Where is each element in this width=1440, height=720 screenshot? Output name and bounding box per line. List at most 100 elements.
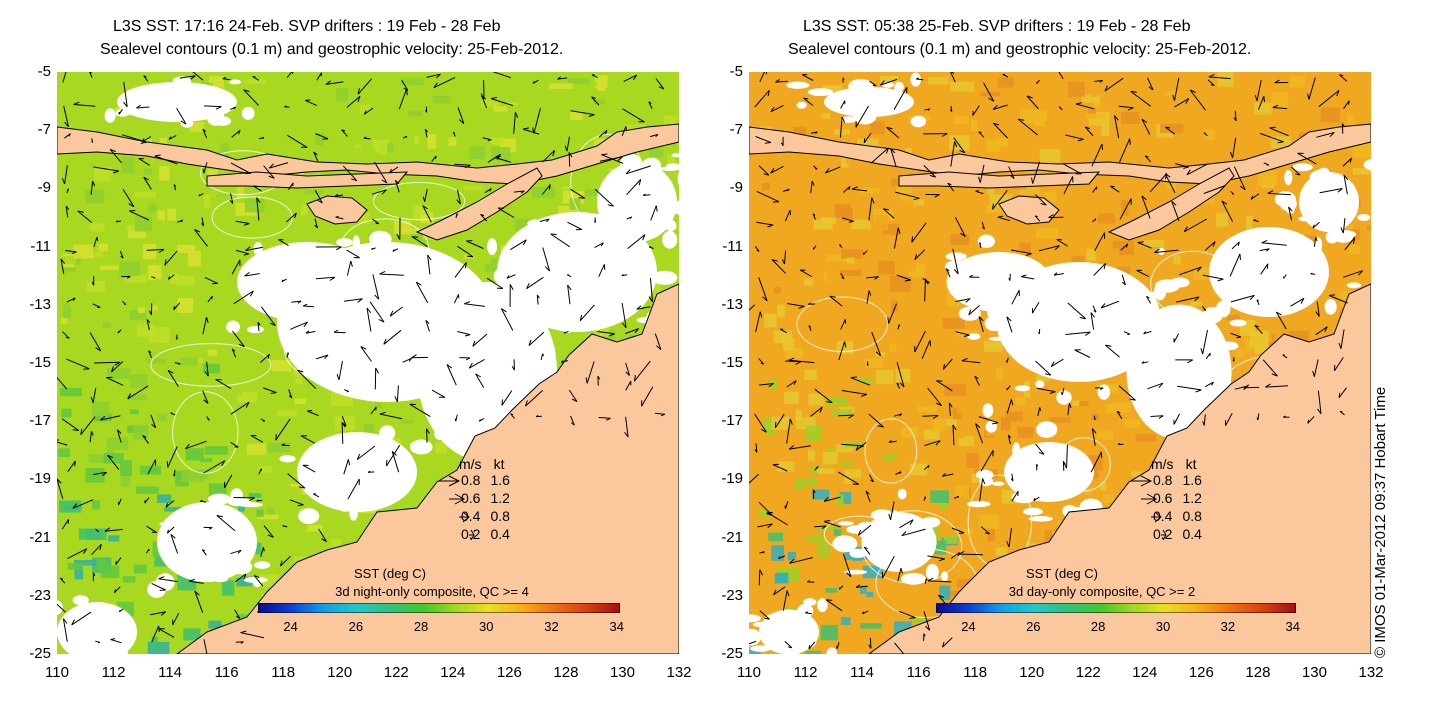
legend-ms-value: 0.6 [1153, 490, 1173, 506]
x-tick-label: 112 [101, 664, 126, 681]
legend-ms-value: 0.6 [461, 490, 481, 506]
legend-arrow-icon [459, 511, 470, 523]
x-tick-label: 126 [496, 664, 522, 681]
y-tick-label: -21 [721, 528, 743, 546]
colorbar-tick-label: 24 [283, 619, 298, 634]
legend-row: 0.8 1.6 [461, 472, 510, 488]
legend-header: m/s kt [1151, 456, 1196, 472]
legend-ms-value: 0.2 [461, 526, 481, 542]
colorbar-tick-label: 30 [1155, 619, 1171, 634]
panel-title-line1: L3S SST: 17:16 24-Feb. SVP drifters : 19… [113, 18, 501, 35]
x-tick-label: 118 [271, 664, 296, 681]
y-tick-label: -13 [721, 295, 743, 313]
legend-row: 0.6 1.2 [461, 490, 510, 506]
legend-kt-value: 0.8 [490, 508, 510, 524]
x-tick-label: 116 [214, 664, 239, 681]
legend-kt-value: 1.6 [490, 472, 510, 488]
legend-row: 0.6 1.2 [1153, 490, 1202, 506]
legend-unit-ms: m/s [459, 456, 482, 472]
colorbar-tick-label: 34 [609, 619, 624, 634]
colorbar-tick-label: 26 [1026, 619, 1041, 634]
legend-arrow-icon [469, 529, 475, 541]
x-tick-label: 132 [666, 664, 692, 681]
x-tick-label: 130 [1301, 664, 1327, 681]
y-tick-label: -23 [721, 586, 743, 604]
x-tick-label: 122 [1075, 664, 1101, 681]
x-tick-label: 124 [1132, 664, 1158, 681]
y-tick-label: -13 [29, 295, 51, 313]
legend-arrow-icon [1161, 529, 1167, 541]
legend-ms-value: 0.2 [1153, 526, 1173, 542]
y-tick-label: -11 [30, 237, 51, 255]
legend-kt-value: 1.2 [490, 490, 510, 506]
y-tick-label: -19 [29, 470, 51, 488]
y-tick-label: -7 [37, 121, 51, 139]
legend-arrow-icon [1151, 511, 1162, 523]
colorbar-title: SST (deg C) [353, 566, 426, 581]
panel-title-line2: Sealevel contours (0.1 m) and geostrophi… [788, 41, 1252, 58]
y-tick-label: -7 [729, 121, 743, 139]
x-tick-label: 120 [327, 664, 353, 681]
legend-row: 0.4 0.8 [461, 508, 510, 524]
colorbar-tick-label: 32 [1220, 619, 1236, 634]
legend-ms-value: 0.8 [461, 472, 481, 488]
legend-arrow-icon [1141, 493, 1158, 505]
legend-arrow-icon [439, 475, 461, 487]
x-tick-label: 126 [1188, 664, 1214, 681]
x-tick-label: 132 [1358, 664, 1384, 681]
sst-map[interactable] [749, 72, 1371, 654]
x-tick-label: 112 [793, 664, 818, 681]
legend-ms-value: 0.4 [461, 508, 481, 524]
y-tick-label: -21 [29, 528, 51, 546]
x-tick-label: 114 [850, 664, 875, 681]
y-tick-label: -15 [29, 354, 51, 371]
legend-kt-value: 0.4 [490, 526, 510, 542]
y-tick-label: -25 [29, 645, 51, 662]
legend-unit-ms: m/s [1151, 456, 1174, 472]
y-tick-label: -9 [37, 179, 51, 197]
x-tick-label: 128 [553, 664, 579, 681]
x-tick-label: 120 [1019, 664, 1045, 681]
y-tick-label: -5 [37, 63, 51, 80]
legend-row: 0.8 1.6 [1153, 472, 1202, 488]
colorbar-tick-label: 32 [544, 619, 559, 634]
colorbar-tick-label: 26 [348, 619, 364, 634]
legend-kt-value: 0.4 [1182, 526, 1202, 542]
colorbar-title: SST (deg C) [1025, 566, 1098, 581]
legend-ms-value: 0.8 [1153, 472, 1173, 488]
composite-label: 3d day-only composite, QC >= 2 [1008, 584, 1196, 599]
legend-ms-value: 0.4 [1153, 508, 1173, 524]
x-tick-label: 122 [383, 664, 409, 681]
y-tick-label: -17 [721, 412, 743, 430]
legend-arrow-icon [1131, 475, 1153, 487]
y-tick-label: -11 [722, 237, 743, 255]
colorbar-tick-label: 34 [1285, 619, 1300, 634]
sst-colorbar [936, 603, 1296, 613]
x-tick-label: 124 [440, 664, 466, 681]
y-tick-label: -19 [721, 470, 743, 488]
legend-row: 0.4 0.8 [1153, 508, 1202, 524]
colorbar-tick-label: 24 [961, 619, 976, 634]
legend-arrow-icon [449, 493, 466, 505]
y-tick-label: -17 [29, 412, 51, 430]
composite-label: 3d night-only composite, QC >= 4 [335, 584, 529, 599]
x-tick-label: 110 [737, 664, 761, 681]
legend-kt-value: 1.2 [1182, 490, 1202, 506]
credit-text: © IMOS 01-Mar-2012 09:37 Hobart Time [1372, 386, 1389, 658]
sst-colorbar [258, 603, 620, 613]
y-tick-label: -23 [29, 586, 51, 604]
legend-kt-value: 0.8 [1182, 508, 1202, 524]
colorbar-tick-label: 28 [413, 619, 429, 634]
legend-row: 0.2 0.4 [461, 526, 510, 542]
colorbar-tick-label: 30 [479, 619, 494, 634]
panel-title-line1: L3S SST: 05:38 25-Feb. SVP drifters : 19… [803, 18, 1191, 35]
y-tick-label: -5 [729, 63, 743, 80]
y-tick-label: -25 [721, 645, 743, 662]
y-tick-label: -15 [721, 354, 743, 371]
x-tick-label: 116 [906, 664, 931, 681]
y-tick-label: -9 [729, 179, 743, 197]
legend-unit-kt: kt [1185, 456, 1197, 472]
sst-map[interactable] [57, 72, 679, 654]
left-panel: L3S SST: 17:16 24-Feb. SVP drifters : 19… [29, 18, 692, 681]
x-tick-label: 114 [158, 664, 183, 681]
